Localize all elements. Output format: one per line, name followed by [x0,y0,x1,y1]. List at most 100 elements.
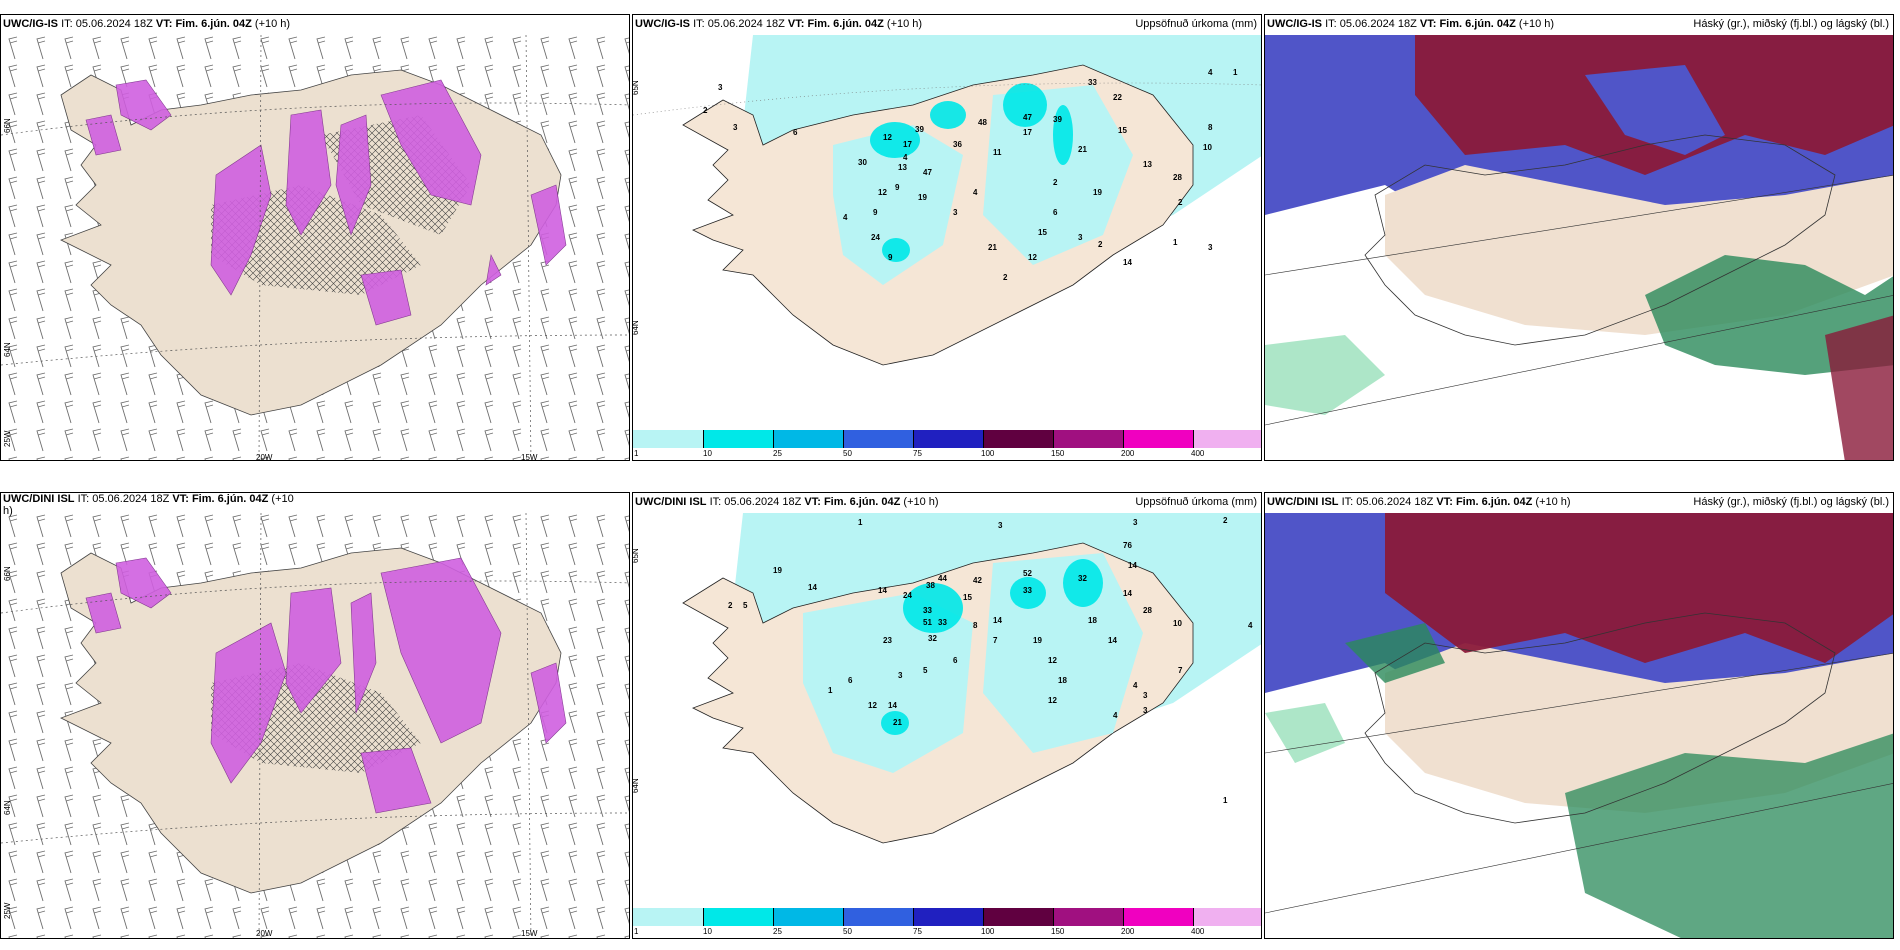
panel-subtitle: Háský (gr.), miðský (fj.bl.) og lágský (… [1693,18,1889,30]
svg-text:42: 42 [973,576,982,585]
svg-text:5: 5 [923,666,928,675]
lon-label-20: 20W [256,453,273,461]
panel-title: UWC/IG-IS IT: 05.06.2024 18Z VT: Fim. 6.… [3,18,291,30]
svg-text:24: 24 [871,233,880,242]
map-panel-precip-bottom: UWC/DINI ISL IT: 05.06.2024 18Z VT: Fim.… [632,492,1262,939]
cbar-tick: 150 [1051,449,1065,458]
precip-cores [881,559,1103,735]
svg-text:17: 17 [903,140,912,149]
svg-text:18: 18 [1088,616,1097,625]
svg-text:1: 1 [1233,68,1238,77]
cbar-swatch-4 [914,908,984,926]
cbar-tick: 50 [843,449,852,458]
svg-text:3: 3 [1143,706,1148,715]
cbar-swatch-1 [704,430,774,448]
svg-text:21: 21 [893,718,902,727]
precip-cores [870,83,1073,262]
svg-text:3: 3 [718,83,723,92]
svg-text:76: 76 [1123,541,1132,550]
svg-text:17: 17 [1023,128,1032,137]
lon-label-20: 20W [256,929,273,938]
svg-text:3: 3 [1143,691,1148,700]
svg-text:12: 12 [1048,696,1057,705]
svg-text:5: 5 [743,601,748,610]
snow-cells [85,557,567,814]
svg-text:1: 1 [858,518,863,527]
lat-label-65: 65N [632,80,640,95]
cbar-swatch-5 [984,430,1054,448]
lat-label-64: 64N [3,342,12,357]
svg-text:24: 24 [903,591,912,600]
svg-text:3: 3 [1208,243,1213,252]
svg-text:14: 14 [1128,561,1137,570]
svg-text:4: 4 [973,188,978,197]
iceland-coastline [1364,612,1836,824]
svg-text:15: 15 [963,593,972,602]
svg-text:3: 3 [733,123,738,132]
svg-text:19: 19 [1093,188,1102,197]
svg-text:33: 33 [923,606,932,615]
cbar-swatch-8 [1194,430,1261,448]
cbar-tick: 10 [703,927,712,936]
svg-text:2: 2 [1223,516,1228,525]
svg-text:22: 22 [1113,93,1122,102]
lon-label-15: 15W [521,453,538,461]
panel-title: UWC/DINI ISL IT: 05.06.2024 18Z VT: Fim.… [1267,496,1571,508]
panel-subtitle: Uppsöfnuð úrkoma (mm) [1135,496,1257,508]
svg-text:2: 2 [728,601,733,610]
lon-label-25: 25W [3,902,12,919]
svg-text:38: 38 [926,581,935,590]
panel-title: UWC/DINI ISL IT: 05.06.2024 18Z VT: Fim.… [3,493,294,517]
svg-text:7: 7 [1178,666,1183,675]
svg-text:32: 32 [928,634,937,643]
lat-label-64: 64N [632,778,640,793]
svg-text:2: 2 [1003,273,1008,282]
cbar-swatch-2 [774,430,844,448]
cbar-swatch-7 [1124,908,1194,926]
cbar-tick: 400 [1191,927,1205,936]
wind-map [1,35,629,460]
cbar-tick: 75 [913,927,922,936]
cbar-tick: 1 [634,449,639,458]
svg-text:9: 9 [873,208,878,217]
svg-text:14: 14 [808,583,817,592]
cbar-tick: 25 [773,449,782,458]
svg-text:1: 1 [828,686,833,695]
svg-text:21: 21 [988,243,997,252]
svg-text:3: 3 [1078,233,1083,242]
svg-text:3: 3 [898,671,903,680]
cbar-swatch-8 [1194,908,1261,926]
cbar-tick: 100 [981,927,995,936]
svg-text:4: 4 [1208,68,1213,77]
cbar-swatch-3 [844,908,914,926]
svg-text:47: 47 [1023,113,1032,122]
cbar-tick: 1 [634,927,639,936]
svg-text:9: 9 [895,183,900,192]
svg-text:36: 36 [953,140,962,149]
svg-text:13: 13 [898,163,907,172]
cbar-tick: 200 [1121,927,1135,936]
svg-text:6: 6 [953,656,958,665]
lat-label-65: 65N [632,548,640,563]
map-panel-wind-top: UWC/IG-IS IT: 05.06.2024 18Z VT: Fim. 6.… [0,14,630,461]
panel-title: UWC/IG-IS IT: 05.06.2024 18Z VT: Fim. 6.… [1267,18,1555,30]
cbar-swatch-0 [633,908,704,926]
svg-text:30: 30 [858,158,867,167]
precip-colorbar: 1 10 25 50 75 100 150 200 400 [633,430,1261,460]
panel-title: UWC/DINI ISL IT: 05.06.2024 18Z VT: Fim.… [635,496,939,508]
svg-text:7: 7 [993,636,998,645]
svg-text:33: 33 [1088,78,1097,87]
lat-label-66: 66N [3,566,12,581]
svg-text:21: 21 [1078,145,1087,154]
svg-text:12: 12 [1048,656,1057,665]
lat-label-64: 64N [3,800,12,815]
panel-title: UWC/IG-IS IT: 05.06.2024 18Z VT: Fim. 6.… [635,18,923,30]
cbar-swatch-7 [1124,430,1194,448]
svg-text:15: 15 [1038,228,1047,237]
lat-label-64: 64N [632,320,640,335]
svg-text:19: 19 [1033,636,1042,645]
svg-text:3: 3 [953,208,958,217]
